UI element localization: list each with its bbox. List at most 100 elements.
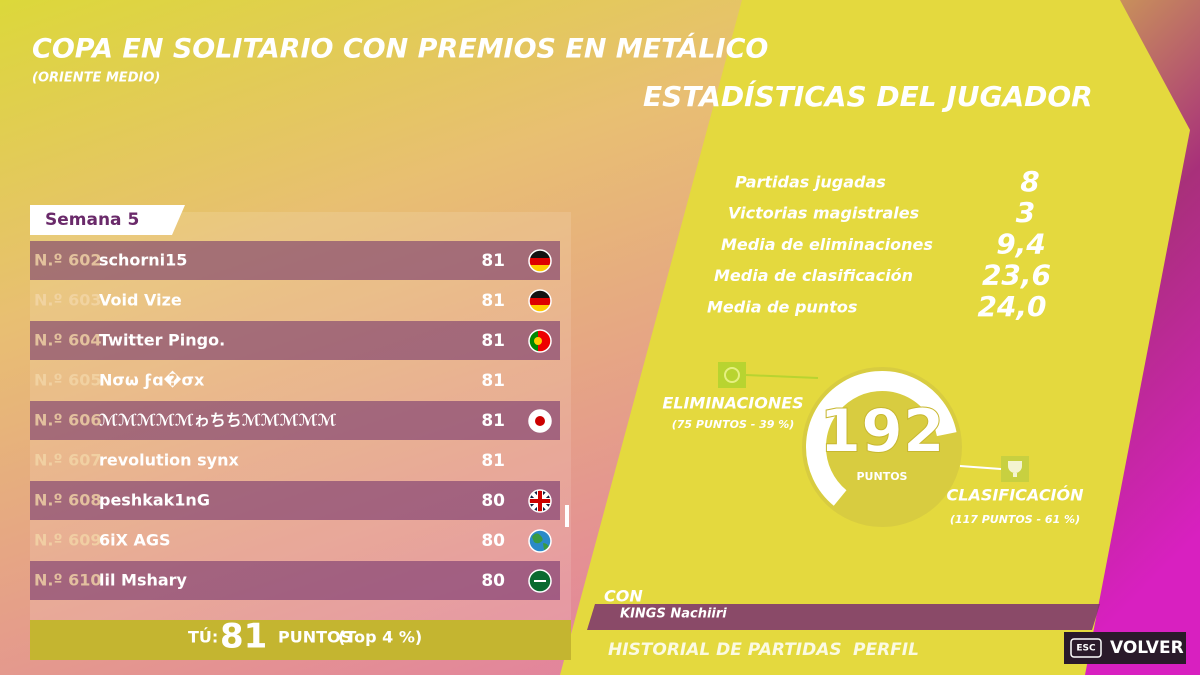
row-bg [30, 561, 560, 600]
player-name: Nσω ϝɑ�σx [99, 371, 205, 390]
stats-title: ESTADÍSTICAS DEL JUGADOR [643, 79, 1093, 113]
you-bar [30, 620, 571, 660]
donut-unit: PUNTOS [857, 470, 908, 483]
player-name: Void Vize [99, 291, 182, 310]
nav-history[interactable]: HISTORIAL DE PARTIDAS [608, 640, 842, 660]
segment-detail: (117 PUNTOS - 61 %) [950, 513, 1080, 526]
flag [528, 569, 552, 593]
stats-panel [560, 0, 1190, 675]
squad-with: CON [604, 587, 643, 606]
stat-label: Victorias magistrales [728, 204, 919, 223]
elim-icon [718, 362, 746, 388]
flag-clip [529, 250, 551, 272]
donut-segment [806, 371, 957, 506]
stat-label: Media de puntos [707, 297, 857, 316]
flag [528, 289, 552, 313]
you-unit: PUNTOS [278, 628, 352, 647]
flag-part [532, 533, 549, 550]
points: 81 [481, 291, 505, 311]
flag-part [534, 580, 546, 582]
segment-label: ELIMINACIONES [662, 394, 803, 413]
flag-clip [529, 290, 551, 312]
key-box [1070, 638, 1102, 658]
rank: N.º 604 [34, 331, 101, 350]
segment-detail: (75 PUNTOS - 39 %) [672, 418, 795, 431]
elim-icon-glyph [724, 367, 740, 383]
rank: N.º 610 [34, 571, 101, 590]
player-name: revolution synx [99, 451, 239, 470]
player-name: ℳℳℳℳℳゎちちℳℳℳℳℳ [99, 411, 337, 430]
tab[interactable] [30, 205, 185, 235]
flag-part [529, 265, 551, 272]
player-name: Twitter Pingo. [99, 331, 225, 350]
you-top: (Top 4 %) [338, 628, 422, 647]
flag-part [529, 290, 551, 298]
nav-profile[interactable]: PERFIL [853, 640, 919, 660]
stat-label: Media de clasificación [714, 266, 913, 285]
back-label[interactable]: VOLVER [1110, 638, 1184, 658]
rank: N.º 602 [34, 251, 101, 270]
flag-part [529, 250, 551, 258]
flag-ring [528, 569, 552, 593]
flag-part [535, 416, 545, 426]
flag-part [529, 258, 551, 265]
player-name: 6iX AGS [99, 531, 171, 550]
flag-ring [528, 329, 552, 353]
points: 81 [481, 251, 505, 271]
stat-label: Partidas jugadas [735, 173, 886, 192]
flag-part [529, 298, 551, 305]
flag-part [529, 305, 551, 312]
rank: N.º 603 [34, 291, 101, 310]
flag-ring [528, 289, 552, 313]
rank: N.º 608 [34, 491, 101, 510]
player-name: lil Mshary [99, 571, 188, 590]
flag-ring [528, 409, 552, 433]
rank: N.º 606 [34, 411, 101, 430]
points: 81 [481, 331, 505, 351]
flag-clip [529, 530, 551, 552]
flag-ring [528, 529, 552, 553]
flag [528, 409, 552, 433]
clas-connector [959, 465, 1002, 470]
flag-part [534, 337, 542, 345]
segment-label: CLASIFICACIÓN [947, 486, 1085, 505]
elim-connector [745, 374, 819, 379]
rank: N.º 605 [34, 371, 101, 390]
clas-icon-glyph [1008, 461, 1022, 477]
stat-value: 24,0 [977, 290, 1046, 323]
flag-ring [528, 489, 552, 513]
points: 81 [481, 411, 505, 431]
flag [528, 529, 552, 553]
rank: N.º 607 [34, 451, 101, 470]
points: 80 [481, 531, 505, 551]
key-label: ESC [1076, 644, 1096, 654]
stat-value: 23,6 [982, 259, 1051, 292]
points: 80 [481, 571, 505, 591]
stat-value: 3 [1016, 196, 1035, 229]
stat-value: 9,4 [996, 227, 1046, 260]
tab-label[interactable]: Semana 5 [45, 210, 139, 230]
scrollbar[interactable] [565, 505, 569, 527]
flag [528, 329, 552, 353]
stat-label: Media de eliminaciones [721, 235, 933, 254]
points: 81 [481, 451, 505, 471]
row-bg [30, 241, 560, 280]
row-bg [30, 481, 560, 520]
rank: N.º 609 [34, 531, 101, 550]
you-label: TÚ: [188, 628, 218, 647]
player-name: peshkak1nG [99, 491, 210, 510]
title: COPA EN SOLITARIO CON PREMIOS EN METÁLIC… [32, 33, 768, 65]
flag [528, 249, 552, 273]
back-button[interactable] [1064, 632, 1186, 664]
squad-bar [587, 604, 1100, 630]
